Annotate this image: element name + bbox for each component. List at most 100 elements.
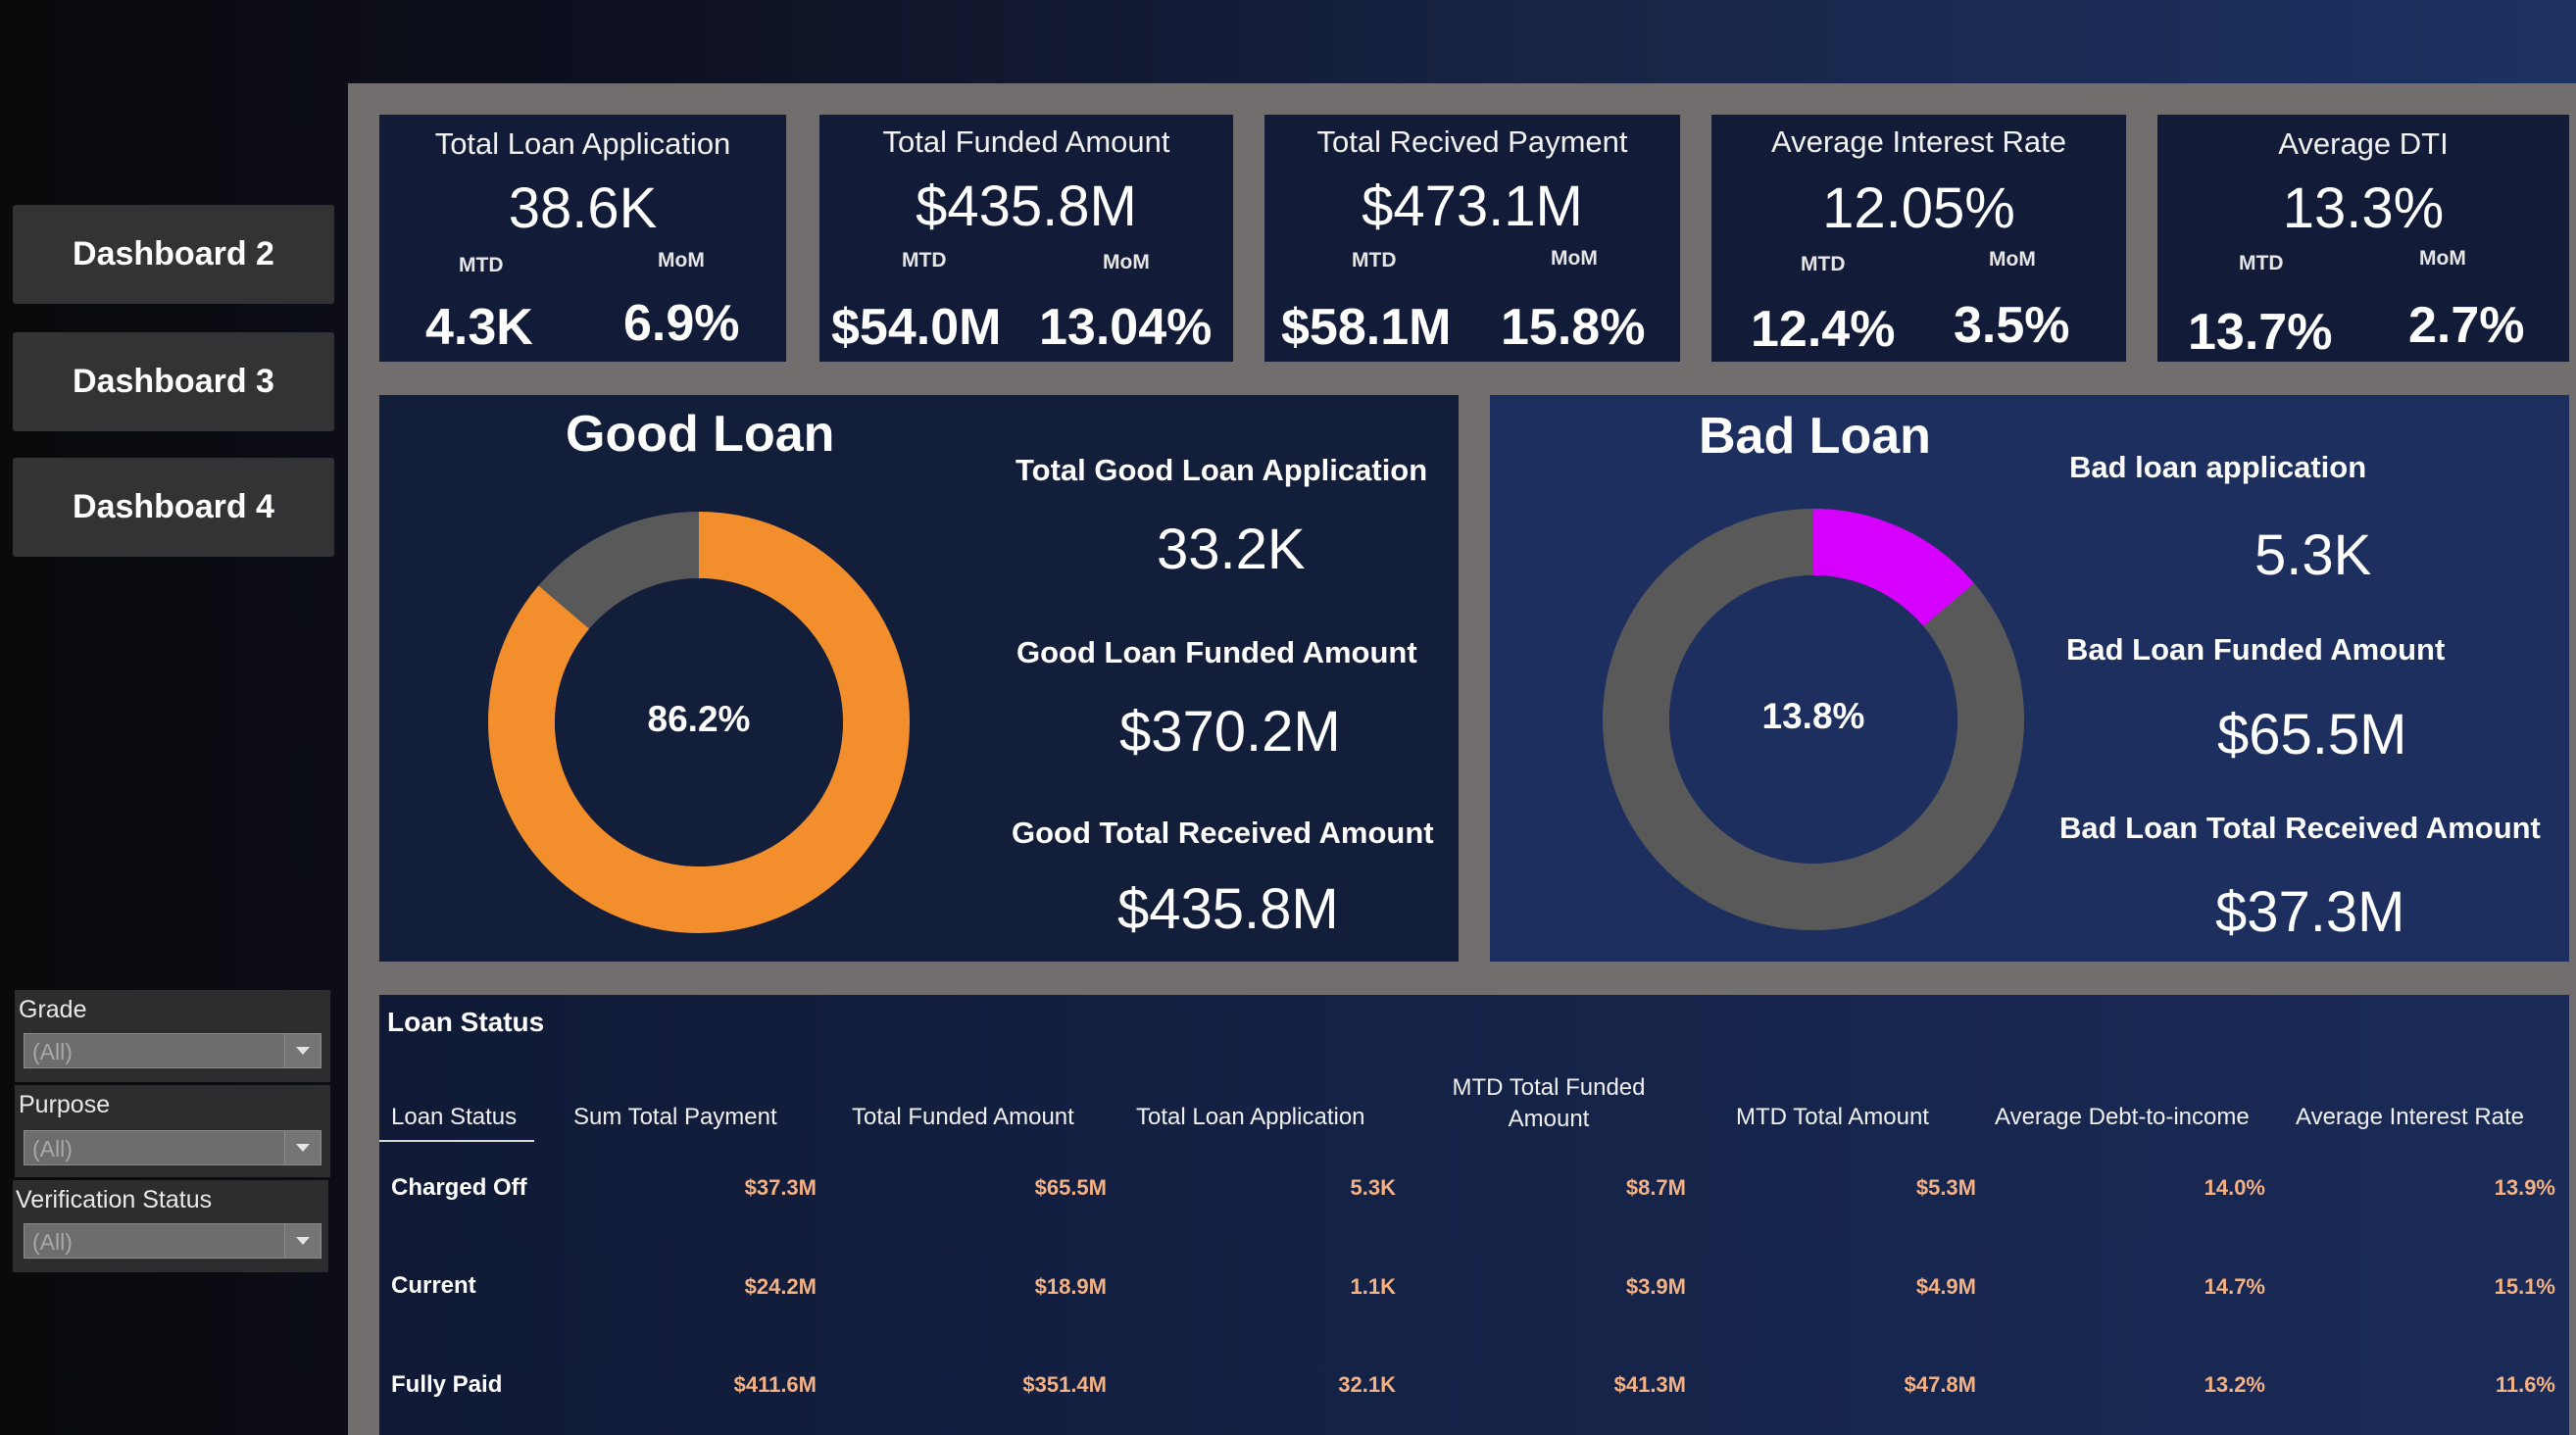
purpose-select[interactable]: (All): [24, 1130, 322, 1165]
row-status-fully-paid: Fully Paid: [391, 1371, 503, 1398]
kpi-mom-value: 3.5%: [1954, 297, 2070, 354]
kpi-value: $435.8M: [916, 174, 1137, 238]
grade-dropdown-button[interactable]: [284, 1034, 321, 1067]
kpi-mtd-label: MTD: [2239, 252, 2284, 274]
kpi-mom-label: MoM: [1103, 251, 1150, 273]
dashboard-3-button[interactable]: Dashboard 3: [13, 332, 334, 431]
column-header-total-loan-application[interactable]: Total Loan Application: [1136, 1104, 1365, 1130]
bad-loan-donut-center: [1669, 575, 1957, 864]
column-header-mtd-total-funded-amount[interactable]: MTD Total Funded Amount: [1452, 1074, 1646, 1132]
cell-average-interest-rate: 15.1%: [2494, 1274, 2555, 1299]
good-loan-funded-value: $370.2M: [1119, 700, 1341, 764]
column-header-average-debt-to-income[interactable]: Average Debt-to-income: [1995, 1104, 2250, 1130]
cell-total-loan-application: 5.3K: [1350, 1175, 1396, 1200]
kpi-title: Total Recived Payment: [1316, 124, 1628, 159]
verification-status-select-value: (All): [32, 1229, 73, 1255]
purpose-dropdown-button[interactable]: [284, 1131, 321, 1164]
good-loan-donut: [488, 512, 910, 933]
cell-mtd-total-funded-amount: $8.7M: [1625, 1175, 1686, 1200]
dashboard-2-button[interactable]: Dashboard 2: [13, 205, 334, 304]
good-loan-received-label: Good Total Received Amount: [1012, 816, 1434, 850]
kpi-mom-value: 2.7%: [2408, 297, 2525, 354]
grade-select[interactable]: (All): [24, 1033, 322, 1068]
kpi-total-loan-application: Total Loan Application 38.6K MTD MoM 4.3…: [379, 115, 786, 362]
kpi-mtd-value: 13.7%: [2188, 304, 2333, 361]
kpi-total-funded-amount: Total Funded Amount $435.8M MTD MoM $54.…: [819, 115, 1233, 362]
kpi-title: Average DTI: [2278, 126, 2449, 161]
good-loan-donut-slice: [488, 512, 910, 933]
bad-loan-received-label: Bad Loan Total Received Amount: [2059, 811, 2541, 845]
column-header-loan-status[interactable]: Loan Status: [391, 1104, 518, 1130]
good-loan-percent: 86.2%: [647, 699, 751, 739]
cell-mtd-total-funded-amount: $41.3M: [1613, 1372, 1686, 1397]
cell-total-loan-application: 32.1K: [1338, 1372, 1396, 1397]
bad-loan-application-value: 5.3K: [2254, 523, 2372, 587]
kpi-mtd-value: 12.4%: [1751, 301, 1896, 358]
kpi-average-interest-rate: Average Interest Rate 12.05% MTD MoM 12.…: [1711, 115, 2126, 362]
bad-loan-donut: [1603, 509, 2024, 930]
good-loan-application-label: Total Good Loan Application: [1016, 453, 1428, 487]
verification-status-filter: Verification Status (All): [13, 1180, 328, 1272]
bad-loan-application-label: Bad loan application: [2069, 450, 2367, 484]
header-underline: [379, 1140, 534, 1142]
row-status-charged-off: Charged Off: [391, 1174, 527, 1201]
column-header-mtd-total-amount[interactable]: MTD Total Amount: [1736, 1104, 1929, 1130]
cell-total-funded-amount: $65.5M: [1034, 1175, 1107, 1200]
grade-filter: Grade (All): [15, 990, 330, 1082]
loan-status-title: Loan Status: [387, 1007, 545, 1037]
good-loan-title: Good Loan: [566, 406, 835, 463]
cell-sum-total-payment: $411.6M: [733, 1372, 817, 1397]
column-header-sum-total-payment[interactable]: Sum Total Payment: [573, 1104, 777, 1130]
kpi-value: 38.6K: [508, 176, 658, 240]
loan-status-panel: [379, 995, 2569, 1435]
kpi-title: Total Funded Amount: [882, 124, 1170, 159]
kpi-mom-value: 15.8%: [1501, 299, 1646, 356]
cell-mtd-total-amount: $47.8M: [1904, 1372, 1976, 1397]
kpi-mom-label: MoM: [2419, 247, 2466, 270]
good-loan-funded-label: Good Loan Funded Amount: [1016, 635, 1417, 669]
cell-average-interest-rate: 11.6%: [2495, 1372, 2555, 1397]
kpi-mom-label: MoM: [658, 249, 705, 272]
column-header-total-funded-amount[interactable]: Total Funded Amount: [852, 1104, 1074, 1130]
cell-sum-total-payment: $37.3M: [744, 1175, 817, 1200]
row-status-current: Current: [391, 1272, 476, 1299]
kpi-value: 12.05%: [1822, 176, 2015, 240]
kpi-value: 13.3%: [2282, 176, 2445, 240]
kpi-mtd-value: 4.3K: [425, 299, 533, 356]
purpose-filter: Purpose (All): [15, 1085, 330, 1177]
good-loan-received-value: $435.8M: [1117, 877, 1339, 941]
chevron-down-icon: [296, 1047, 310, 1055]
kpi-mom-label: MoM: [1551, 247, 1598, 270]
cell-total-funded-amount: $351.4M: [1022, 1372, 1107, 1397]
cell-average-dti: 14.7%: [2204, 1274, 2265, 1299]
cell-sum-total-payment: $24.2M: [744, 1274, 817, 1299]
kpi-average-dti: Average DTI 13.3% MTD MoM 13.7% 2.7%: [2157, 115, 2569, 362]
cell-mtd-total-funded-amount: $3.9M: [1625, 1274, 1686, 1299]
chevron-down-icon: [296, 1237, 310, 1245]
bad-loan-percent: 13.8%: [1761, 696, 1865, 736]
kpi-mtd-value: $58.1M: [1281, 299, 1452, 356]
grade-filter-label: Grade: [19, 996, 87, 1023]
verification-status-select[interactable]: (All): [24, 1223, 322, 1259]
column-header-average-interest-rate[interactable]: Average Interest Rate: [2296, 1104, 2525, 1130]
kpi-mtd-label: MTD: [1801, 253, 1846, 275]
purpose-filter-label: Purpose: [19, 1091, 111, 1118]
cell-mtd-total-amount: $4.9M: [1915, 1274, 1976, 1299]
verification-status-filter-label: Verification Status: [16, 1186, 213, 1213]
kpi-value: $473.1M: [1362, 174, 1583, 238]
grade-select-value: (All): [32, 1039, 73, 1064]
chevron-down-icon: [296, 1144, 310, 1152]
dashboard-4-button[interactable]: Dashboard 4: [13, 458, 334, 557]
cell-mtd-total-amount: $5.3M: [1915, 1175, 1976, 1200]
verification-status-dropdown-button[interactable]: [284, 1224, 321, 1258]
kpi-mtd-value: $54.0M: [831, 299, 1002, 356]
good-loan-donut-center: [555, 578, 843, 866]
bad-loan-donut-slice: [1603, 509, 2024, 930]
kpi-mtd-label: MTD: [1352, 249, 1397, 272]
cell-average-dti: 14.0%: [2204, 1175, 2265, 1200]
bad-loan-funded-value: $65.5M: [2217, 703, 2407, 767]
purpose-select-value: (All): [32, 1136, 73, 1162]
cell-average-interest-rate: 13.9%: [2494, 1175, 2555, 1200]
bad-loan-received-value: $37.3M: [2215, 880, 2405, 944]
cell-average-dti: 13.2%: [2204, 1372, 2265, 1397]
